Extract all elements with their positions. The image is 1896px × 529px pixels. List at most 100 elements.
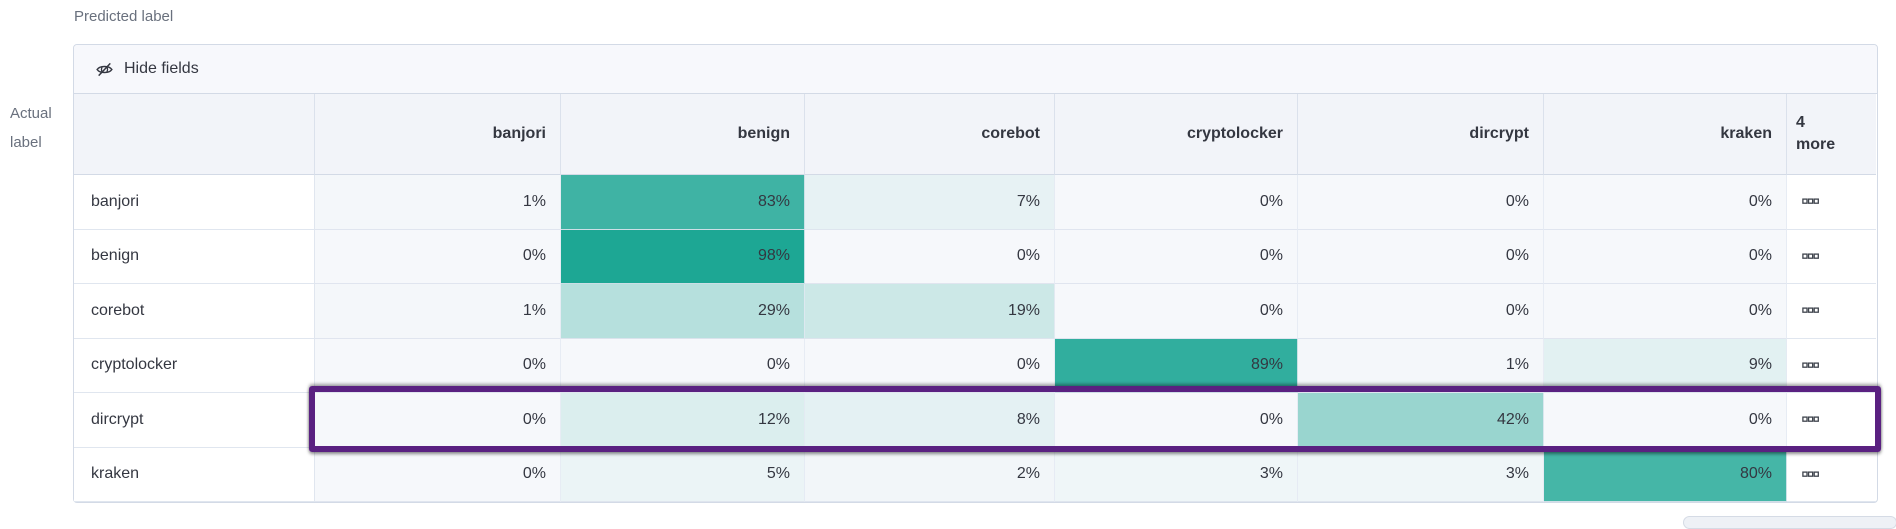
more-actions-cell-dircrypt[interactable] [1787,393,1876,448]
matrix-cell-corebot-kraken[interactable]: 0% [1544,284,1787,339]
horizontal-scrollbar-thumb[interactable] [1683,516,1896,529]
more-actions-cell-kraken[interactable] [1787,447,1876,502]
cell-value: 0% [1505,247,1529,265]
confusion-matrix-grid: banjori benign corebot cryptolocker dircrypt… [74,94,1877,502]
row-label-text: kraken [91,465,140,483]
matrix-cell-benign-benign[interactable]: 98% [561,229,805,284]
matrix-cell-dircrypt-benign[interactable]: 12% [561,393,805,448]
cell-value: 7% [1016,192,1040,210]
cell-value: 9% [1748,356,1772,374]
cell-value: 0% [522,465,546,483]
matrix-cell-cryptolocker-dircrypt[interactable]: 1% [1298,338,1544,393]
column-header-corebot[interactable]: corebot [805,94,1055,175]
matrix-cell-banjori-dircrypt[interactable]: 0% [1298,175,1544,230]
column-header-benign[interactable]: benign [561,94,805,175]
column-header-label: corebot [981,125,1040,142]
matrix-cell-benign-cryptolocker[interactable]: 0% [1055,229,1298,284]
cell-value: 1% [522,301,546,319]
matrix-cell-kraken-cryptolocker[interactable]: 3% [1055,447,1298,502]
matrix-cell-banjori-corebot[interactable]: 7% [805,175,1055,230]
matrix-cell-cryptolocker-cryptolocker[interactable]: 89% [1055,338,1298,393]
cell-value: 0% [766,356,790,374]
matrix-cell-corebot-cryptolocker[interactable]: 0% [1055,284,1298,339]
more-actions-cell-corebot[interactable] [1787,284,1876,339]
column-header-banjori[interactable]: banjori [315,94,561,175]
cell-value: 0% [522,410,546,428]
row-label-text: cryptolocker [91,356,178,374]
matrix-cell-corebot-dircrypt[interactable]: 0% [1298,284,1544,339]
matrix-cell-benign-kraken[interactable]: 0% [1544,229,1787,284]
column-header-label: kraken [1720,125,1772,142]
matrix-cell-benign-dircrypt[interactable]: 0% [1298,229,1544,284]
column-header-kraken[interactable]: kraken [1544,94,1787,175]
matrix-cell-corebot-banjori[interactable]: 1% [315,284,561,339]
column-header-cryptolocker[interactable]: cryptolocker [1055,94,1298,175]
boxes-horizontal-icon[interactable] [1802,362,1819,369]
cell-value: 0% [1505,301,1529,319]
matrix-cell-cryptolocker-kraken[interactable]: 9% [1544,338,1787,393]
column-header-more[interactable]: 4 more [1787,94,1876,175]
grid-toolbar: Hide fields [74,45,1877,94]
boxes-horizontal-icon[interactable] [1802,471,1819,478]
more-actions-cell-benign[interactable] [1787,229,1876,284]
matrix-cell-banjori-benign[interactable]: 83% [561,175,805,230]
actual-axis-label-line1: Actual [10,105,52,122]
more-actions-cell-banjori[interactable] [1787,175,1876,230]
cell-value: 89% [1250,356,1283,374]
column-header-label: dircrypt [1469,125,1529,142]
predicted-axis-label: Predicted label [74,8,174,25]
matrix-cell-kraken-kraken[interactable]: 80% [1544,447,1787,502]
matrix-cell-dircrypt-dircrypt[interactable]: 42% [1298,393,1544,448]
cell-value: 1% [1505,356,1529,374]
row-label-text: benign [91,247,140,265]
matrix-cell-banjori-banjori[interactable]: 1% [315,175,561,230]
cell-value: 0% [1748,192,1772,210]
row-label-corebot[interactable]: corebot [74,284,315,339]
cell-value: 80% [1739,465,1772,483]
hide-fields-label: Hide fields [124,60,199,77]
matrix-cell-dircrypt-banjori[interactable]: 0% [315,393,561,448]
row-label-kraken[interactable]: kraken [74,447,315,502]
matrix-cell-corebot-benign[interactable]: 29% [561,284,805,339]
boxes-horizontal-icon[interactable] [1802,198,1819,205]
more-actions-cell-cryptolocker[interactable] [1787,338,1876,393]
matrix-cell-dircrypt-corebot[interactable]: 8% [805,393,1055,448]
boxes-horizontal-icon[interactable] [1802,307,1819,314]
row-label-column-header[interactable] [74,94,315,175]
boxes-horizontal-icon[interactable] [1802,253,1819,260]
cell-value: 19% [1007,301,1040,319]
cell-value: 0% [1748,247,1772,265]
row-label-text: corebot [91,301,145,319]
cell-value: 0% [522,356,546,374]
more-header-count: 4 [1796,114,1805,131]
cell-value: 83% [757,192,790,210]
cell-value: 0% [1259,192,1283,210]
cell-value: 3% [1505,465,1529,483]
cell-value: 0% [1016,247,1040,265]
matrix-cell-benign-corebot[interactable]: 0% [805,229,1055,284]
matrix-cell-corebot-corebot[interactable]: 19% [805,284,1055,339]
matrix-cell-kraken-dircrypt[interactable]: 3% [1298,447,1544,502]
matrix-cell-benign-banjori[interactable]: 0% [315,229,561,284]
cell-value: 5% [766,465,790,483]
matrix-cell-kraken-banjori[interactable]: 0% [315,447,561,502]
boxes-horizontal-icon[interactable] [1802,416,1819,423]
matrix-cell-banjori-kraken[interactable]: 0% [1544,175,1787,230]
matrix-cell-cryptolocker-banjori[interactable]: 0% [315,338,561,393]
row-label-benign[interactable]: benign [74,229,315,284]
actual-axis-label-line2: label [10,134,42,151]
matrix-cell-kraken-benign[interactable]: 5% [561,447,805,502]
matrix-cell-kraken-corebot[interactable]: 2% [805,447,1055,502]
matrix-cell-dircrypt-kraken[interactable]: 0% [1544,393,1787,448]
row-label-dircrypt[interactable]: dircrypt [74,393,315,448]
row-label-text: banjori [91,192,140,210]
hide-fields-button[interactable]: Hide fields [74,45,213,93]
row-label-banjori[interactable]: banjori [74,175,315,230]
column-header-dircrypt[interactable]: dircrypt [1298,94,1544,175]
matrix-cell-cryptolocker-benign[interactable]: 0% [561,338,805,393]
cell-value: 0% [1505,192,1529,210]
matrix-cell-dircrypt-cryptolocker[interactable]: 0% [1055,393,1298,448]
matrix-cell-banjori-cryptolocker[interactable]: 0% [1055,175,1298,230]
row-label-cryptolocker[interactable]: cryptolocker [74,338,315,393]
matrix-cell-cryptolocker-corebot[interactable]: 0% [805,338,1055,393]
